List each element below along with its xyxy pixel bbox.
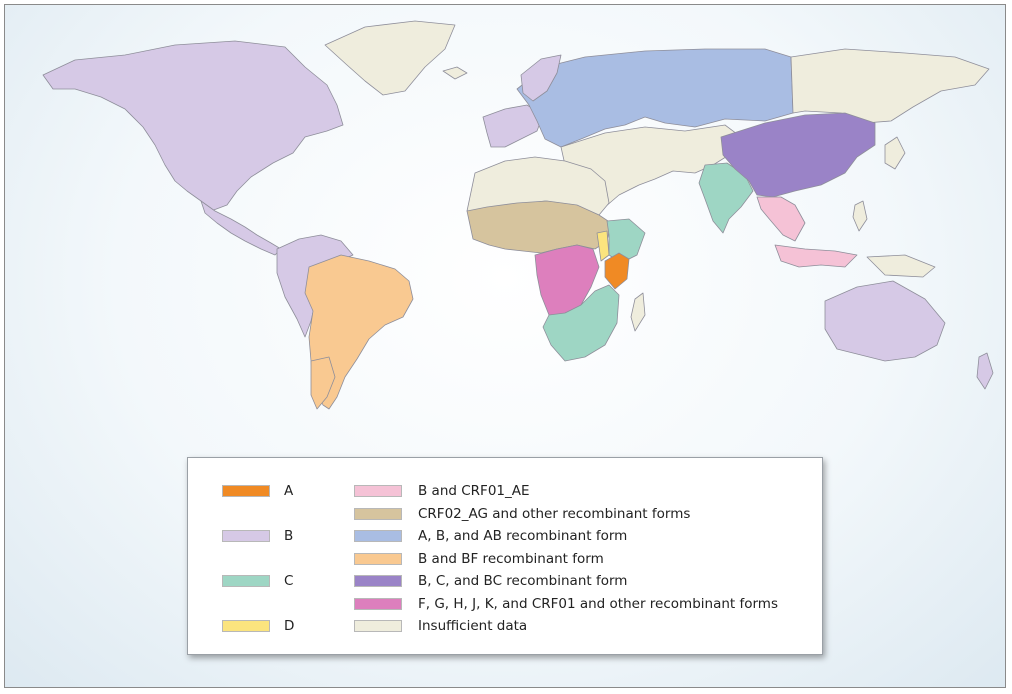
region-central-africa <box>534 244 600 318</box>
legend-swatch-insufficient <box>354 620 402 632</box>
legend-label-b-bf: B and BF recombinant form <box>418 551 604 567</box>
map-frame: A B C D B and CRF01_AE CRF02_AG and othe… <box>4 4 1006 688</box>
legend-swatch-b-c-bc <box>354 575 402 587</box>
region-greenland <box>324 20 456 96</box>
legend-swatch-b-crf01-ae <box>354 485 402 497</box>
legend-label-insufficient: Insufficient data <box>418 618 528 634</box>
legend-swatch-fghjk <box>354 598 402 610</box>
legend-label-b: B <box>284 528 294 544</box>
legend-swatch-c <box>222 575 270 587</box>
region-southeast-asia <box>756 196 806 242</box>
legend-swatch-a-b-ab <box>354 530 402 542</box>
region-scandinavia <box>520 54 562 102</box>
region-papua <box>866 254 936 278</box>
world-map <box>42 20 994 410</box>
legend-label-a: A <box>284 483 294 499</box>
region-central-america <box>200 200 282 256</box>
region-indonesia <box>774 244 858 268</box>
region-southern-africa <box>542 284 620 362</box>
legend-swatch-crf02-ag <box>354 508 402 520</box>
legend-label-crf02-ag: CRF02_AG and other recombinant forms <box>418 506 691 522</box>
region-north-america <box>42 40 344 212</box>
legend-swatch-d <box>222 620 270 632</box>
legend-swatch-b-bf <box>354 553 402 565</box>
legend-swatch-a <box>222 485 270 497</box>
legend-label-a-b-ab: A, B, and AB recombinant form <box>418 528 628 544</box>
region-d <box>596 230 610 262</box>
legend-label-fghjk: F, G, H, J, K, and CRF01 and other recom… <box>418 596 778 612</box>
region-japan <box>884 136 906 170</box>
legend-label-b-c-bc: B, C, and BC recombinant form <box>418 573 628 589</box>
region-new-zealand <box>976 352 994 390</box>
legend-label-b-crf01-ae: B and CRF01_AE <box>418 483 530 499</box>
legend-label-c: C <box>284 573 294 589</box>
legend-label-d: D <box>284 618 295 634</box>
region-russia <box>516 48 794 148</box>
region-argentina <box>310 356 336 410</box>
legend-swatch-b <box>222 530 270 542</box>
region-west-africa <box>466 200 612 254</box>
region-philippines <box>852 200 868 232</box>
region-china <box>720 112 876 198</box>
region-iceland <box>442 66 468 80</box>
region-siberia-east <box>790 48 990 124</box>
legend: A B C D B and CRF01_AE CRF02_AG and othe… <box>187 457 823 655</box>
region-europe-west <box>482 104 544 148</box>
region-kenya <box>604 252 630 290</box>
region-madagascar <box>630 292 646 332</box>
region-australia <box>824 280 946 362</box>
